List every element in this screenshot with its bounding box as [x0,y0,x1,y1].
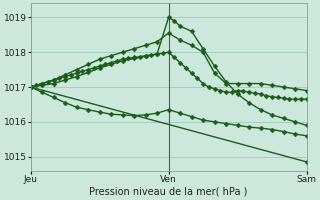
X-axis label: Pression niveau de la mer( hPa ): Pression niveau de la mer( hPa ) [89,187,248,197]
